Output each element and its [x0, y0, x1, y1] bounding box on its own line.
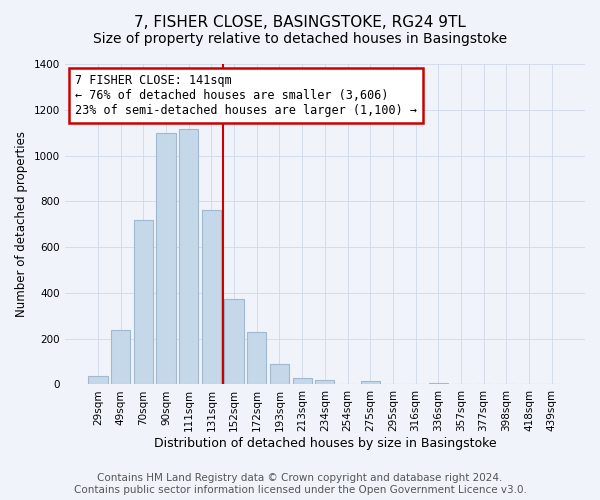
Bar	[157, 132, 176, 384]
Bar	[293, 378, 312, 384]
Bar	[224, 298, 244, 384]
Text: 7, FISHER CLOSE, BASINGSTOKE, RG24 9TL: 7, FISHER CLOSE, BASINGSTOKE, RG24 9TL	[134, 15, 466, 30]
Bar	[111, 330, 130, 384]
Y-axis label: Number of detached properties: Number of detached properties	[15, 131, 28, 317]
Bar	[247, 332, 266, 384]
Text: Contains HM Land Registry data © Crown copyright and database right 2024.
Contai: Contains HM Land Registry data © Crown c…	[74, 474, 526, 495]
Bar	[134, 220, 153, 384]
Bar	[361, 381, 380, 384]
X-axis label: Distribution of detached houses by size in Basingstoke: Distribution of detached houses by size …	[154, 437, 496, 450]
Bar	[202, 210, 221, 384]
Bar	[315, 380, 334, 384]
Text: 7 FISHER CLOSE: 141sqm
← 76% of detached houses are smaller (3,606)
23% of semi-: 7 FISHER CLOSE: 141sqm ← 76% of detached…	[75, 74, 417, 116]
Bar	[270, 364, 289, 384]
Bar	[179, 129, 199, 384]
Text: Size of property relative to detached houses in Basingstoke: Size of property relative to detached ho…	[93, 32, 507, 46]
Bar	[88, 376, 107, 384]
